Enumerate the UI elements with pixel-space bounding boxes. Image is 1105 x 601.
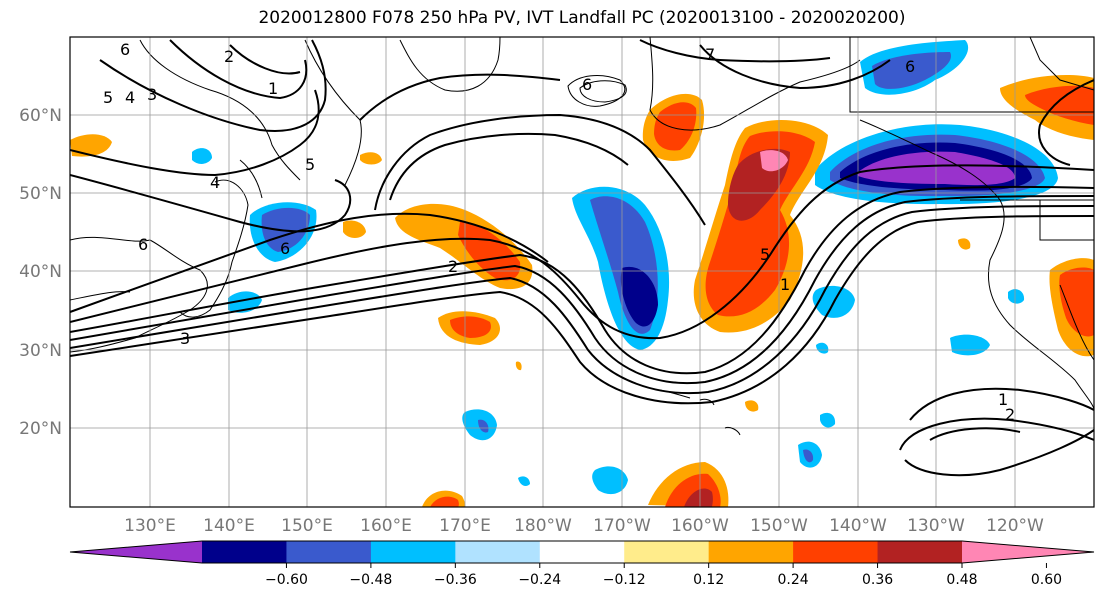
lon-label: 170°E — [439, 516, 491, 536]
contour-label: 1 — [998, 390, 1008, 409]
colorbar-tick-label: −0.60 — [265, 572, 308, 588]
lat-label: 50°N — [19, 184, 62, 204]
colorbar-tick-label: 0.48 — [946, 572, 977, 588]
map-frame — [69, 36, 1095, 508]
contour-label: 3 — [180, 329, 190, 348]
colorbar-tick-label: −0.12 — [603, 572, 646, 588]
colorbar-extend-high — [962, 541, 1094, 563]
lon-label: 160°W — [671, 516, 729, 536]
colorbar-swatch — [708, 541, 794, 563]
contour-label: 6 — [138, 235, 148, 254]
contour-label: 3 — [147, 85, 157, 104]
lon-label: 140°E — [203, 516, 255, 536]
lon-label: 140°W — [829, 516, 887, 536]
colorbar-swatch — [370, 541, 456, 563]
colorbar-swatch — [793, 541, 879, 563]
map-plot-area — [70, 37, 1094, 507]
contour-label: 4 — [125, 88, 135, 107]
colorbar-tick-label: −0.36 — [434, 572, 477, 588]
positive-anomaly-regions — [70, 75, 1094, 507]
lon-label: 130°E — [124, 516, 176, 536]
contour-labels: 6 2 1 5 4 3 5 7 6 6 2 3 5 1 1 2 6 4 6 — [103, 40, 1015, 424]
colorbar-swatch — [202, 541, 287, 563]
lon-label: 170°W — [593, 516, 651, 536]
latitude-labels: 60°N 50°N 40°N 30°N 20°N — [19, 106, 62, 439]
colorbar-tick-label: 0.60 — [1031, 572, 1062, 588]
colorbar-tick-label: −0.24 — [518, 572, 561, 588]
contour-label: 6 — [582, 75, 592, 94]
contour-label: 1 — [780, 275, 790, 294]
contour-label: 6 — [280, 239, 290, 258]
colorbar-swatch — [455, 541, 541, 563]
lon-label: 150°W — [750, 516, 808, 536]
colorbar-tick-label: 0.24 — [778, 572, 809, 588]
lon-label: 150°E — [281, 516, 333, 536]
graticule — [70, 37, 1094, 507]
colorbar-tick-label: −0.48 — [349, 572, 392, 588]
contour-label: 4 — [210, 173, 220, 192]
contour-label: 1 — [268, 79, 278, 98]
contour-label: 2 — [448, 257, 458, 276]
colorbar-swatch — [624, 541, 710, 563]
colorbar-extend-low — [70, 541, 202, 563]
lon-label: 180°W — [514, 516, 572, 536]
map-title: 2020012800 F078 250 hPa PV, IVT Landfall… — [258, 8, 906, 28]
colorbar-swatch — [877, 541, 963, 563]
contour-label: 2 — [1005, 405, 1015, 424]
longitude-labels: 130°E 140°E 150°E 160°E 170°E 180°W 170°… — [124, 516, 1044, 536]
colorbar-tick-label: 0.12 — [693, 572, 724, 588]
contour-label: 5 — [103, 88, 113, 107]
lat-label: 40°N — [19, 262, 62, 282]
lat-label: 60°N — [19, 106, 62, 126]
colorbar-outline — [69, 540, 1095, 564]
contour-label: 2 — [224, 47, 234, 66]
lon-label: 130°W — [907, 516, 965, 536]
colorbar-tick-label: 0.36 — [862, 572, 893, 588]
contour-label: 7 — [705, 45, 715, 64]
contour-label: 6 — [905, 57, 915, 76]
lon-label: 160°E — [360, 516, 412, 536]
lat-label: 30°N — [19, 341, 62, 361]
lat-label: 20°N — [19, 419, 62, 439]
contour-label: 5 — [760, 245, 770, 264]
contour-label: 5 — [305, 155, 315, 174]
small-contours — [579, 80, 741, 436]
lon-label: 120°W — [986, 516, 1044, 536]
colorbar: −0.60 −0.48 −0.36 −0.24 −0.12 0.12 0.24 0.36 0.4… — [69, 540, 1095, 588]
pv-contours — [70, 39, 1094, 477]
contour-label: 6 — [120, 40, 130, 59]
colorbar-swatch — [286, 541, 372, 563]
colorbar-swatch — [539, 541, 625, 563]
